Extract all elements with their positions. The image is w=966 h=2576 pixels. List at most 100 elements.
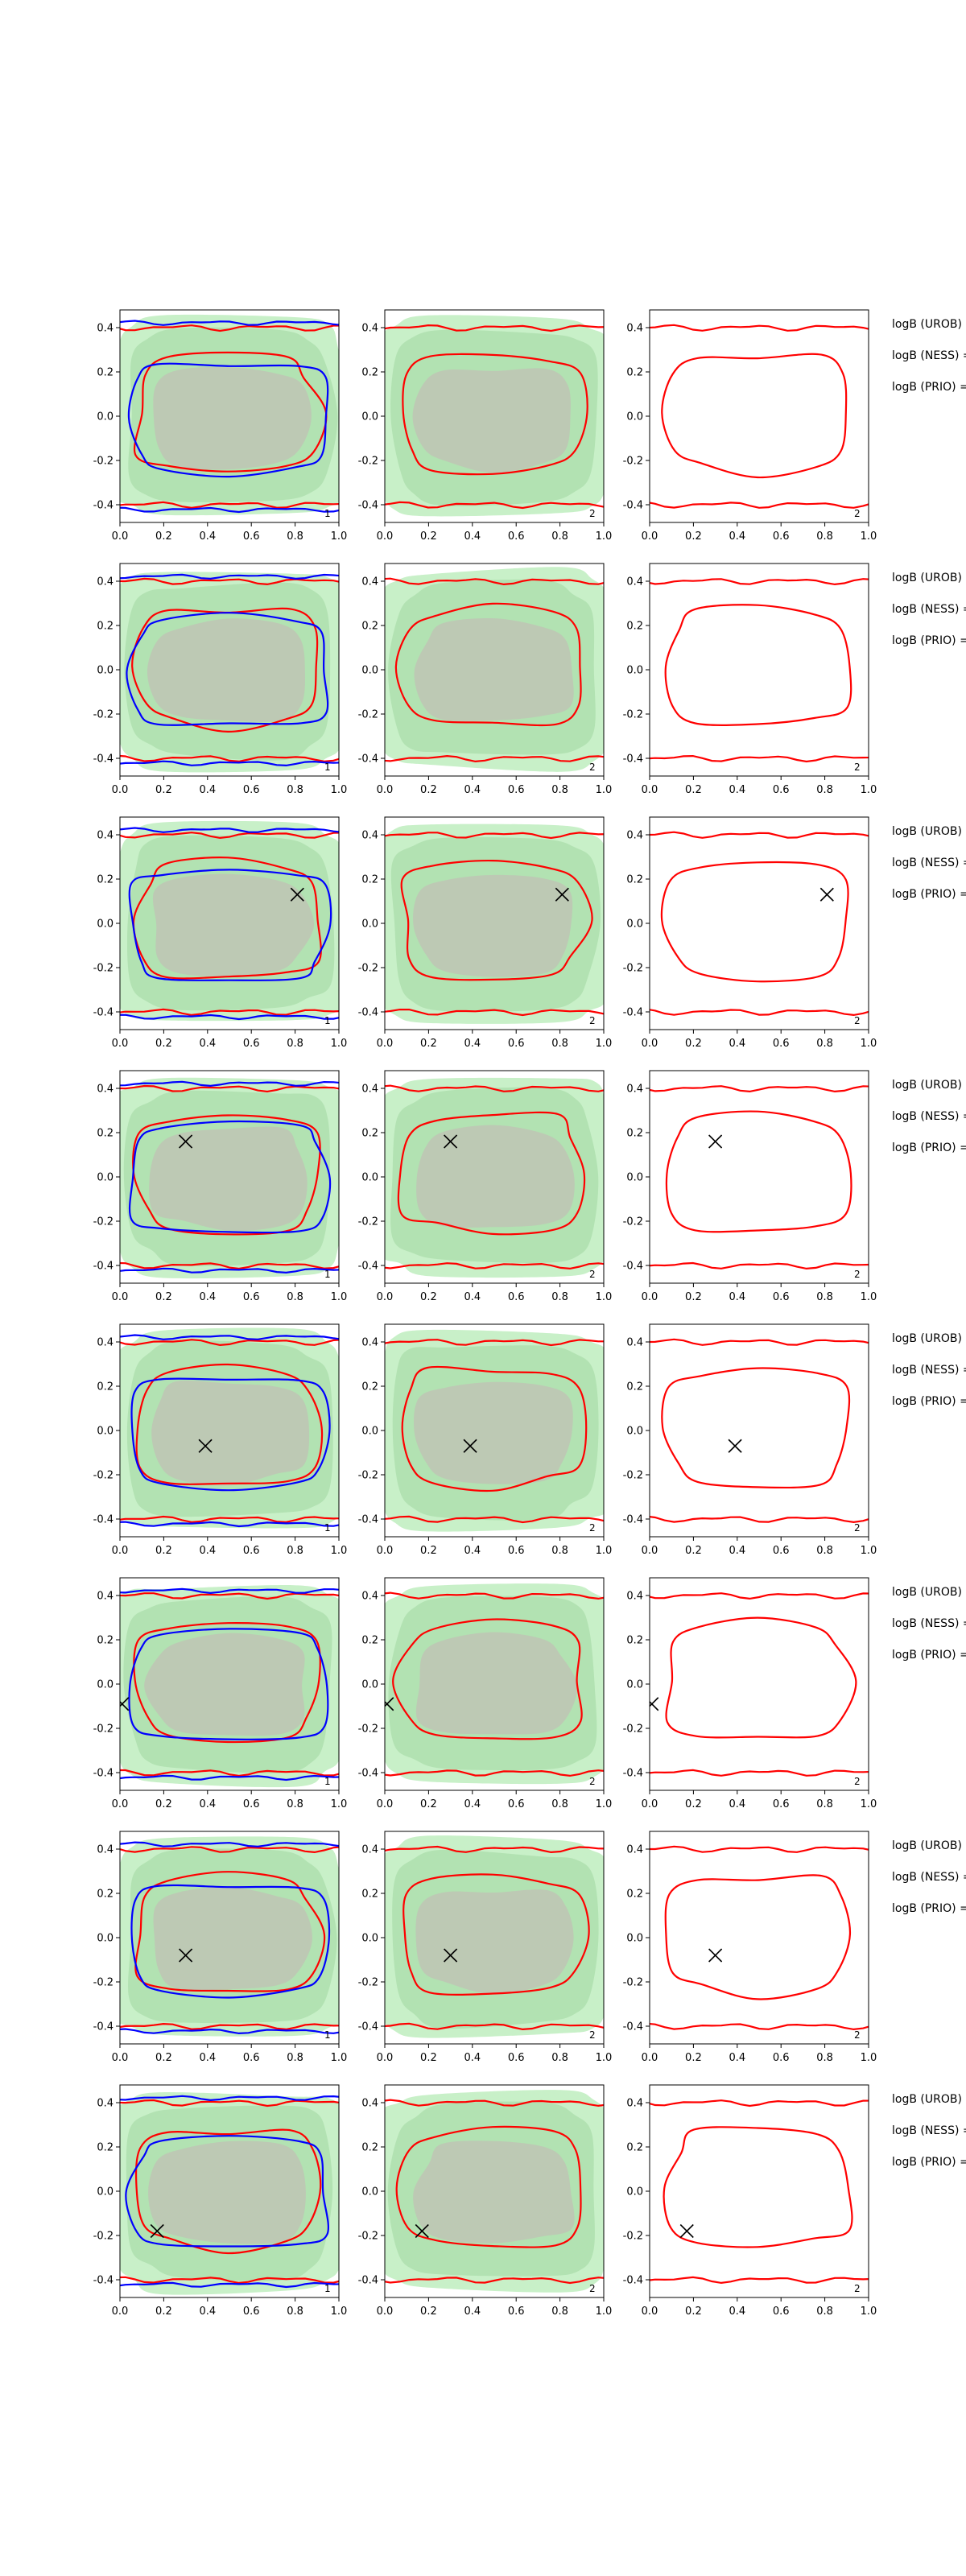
y-tick-label: 0.4 (97, 576, 114, 588)
contour-blue-upper (120, 1587, 339, 1595)
x-tick-label: 0.6 (508, 1038, 525, 1050)
y-tick-label: 0.4 (626, 1591, 643, 1603)
x-tick-label: 0.8 (287, 784, 303, 796)
panel-plot-area (120, 1327, 339, 1529)
y-tick-label: 0.2 (361, 367, 378, 379)
x-tick-label: 0.0 (112, 784, 129, 796)
x-tick-label: 0.4 (729, 784, 745, 796)
x-tick-label: 0.6 (243, 2306, 260, 2318)
contour-red-inner (661, 1367, 851, 1489)
label-ness-r3: logB (NESS) = (892, 857, 966, 869)
panel-id: 2 (854, 2029, 861, 2041)
x-tick-label: 0.4 (464, 1291, 481, 1303)
y-tick-label: 0.4 (361, 830, 378, 842)
x-tick-label: 0.2 (420, 2052, 437, 2064)
x-tick-label: 1.0 (596, 1545, 613, 1557)
contour-red-lower (120, 2022, 339, 2031)
contour-blue-inner (130, 1377, 331, 1492)
y-tick-label: -0.2 (358, 1216, 378, 1228)
y-tick-label: 0.2 (626, 874, 643, 886)
x-tick-label: 0.8 (287, 1291, 303, 1303)
y-tick-label: 0.4 (361, 323, 378, 335)
x-tick-label: 1.0 (861, 1798, 877, 1810)
y-tick-label: 0.2 (97, 874, 114, 886)
y-tick-label: -0.2 (93, 709, 114, 721)
y-tick-label: -0.4 (623, 2021, 643, 2033)
contour-red-lower (650, 2276, 869, 2285)
label-prio-r4: logB (PRIO) = (892, 1141, 966, 1154)
true-value-marker (198, 1439, 213, 1453)
panel-plot-area (650, 578, 869, 763)
contour-blue-lower (120, 506, 339, 514)
contour-blue-lower (120, 2281, 339, 2289)
contour-red-upper (120, 2099, 339, 2107)
label-uroB-r3: logB (UROB) = (892, 825, 966, 838)
x-tick-label: 0.2 (155, 1291, 172, 1303)
contour-blue-inner (130, 1884, 331, 1999)
y-tick-label: 0.0 (361, 665, 378, 677)
label-prio-r6: logB (PRIO) = (892, 1649, 966, 1662)
x-tick-label: 0.0 (642, 1798, 658, 1810)
y-tick-label: -0.2 (93, 1216, 114, 1228)
true-value-marker (444, 1948, 458, 1963)
panel-r6-c2: 0.0 0.2 0.4 0.6 0.8 1.0 0.4 0.2 0.0 -0.2 -0.4 2 (358, 1577, 613, 1810)
panel-plot-area (120, 820, 339, 1022)
contour-red-inner (134, 2128, 322, 2255)
panel-plot-area (385, 1583, 604, 1785)
contour-red-inner (663, 2126, 853, 2248)
density-fill-core (413, 874, 573, 977)
label-prio-r3: logB (PRIO) = (892, 888, 966, 901)
true-value-marker (290, 887, 304, 902)
x-tick-label: 0.4 (464, 530, 481, 543)
contour-red-inner (401, 1365, 588, 1492)
x-tick-label: 0.0 (642, 1038, 658, 1050)
y-tick-label: 0.2 (626, 1889, 643, 1901)
contour-red-inner (134, 1871, 326, 1992)
x-tick-label: 0.6 (508, 1545, 525, 1557)
y-tick-label: 0.2 (361, 621, 378, 633)
y-tick-label: -0.2 (358, 1724, 378, 1736)
x-tick-label: 0.8 (816, 530, 833, 543)
y-tick-label: -0.2 (623, 1216, 643, 1228)
y-tick-label: -0.4 (93, 753, 114, 766)
x-tick-label: 0.4 (464, 1038, 481, 1050)
density-fill-core (147, 618, 305, 722)
x-tick-label: 0.8 (287, 1798, 303, 1810)
x-tick-label: 0.0 (642, 530, 658, 543)
contour-red-inner (131, 607, 319, 733)
x-tick-label: 0.6 (243, 784, 260, 796)
label-uroB-r2: logB (UROB) = (892, 572, 966, 584)
y-tick-label: 0.2 (361, 2142, 378, 2154)
contour-blue-inner (128, 869, 332, 981)
contour-blue-upper (120, 827, 339, 833)
contour-red-upper (385, 324, 604, 332)
x-tick-label: 0.0 (377, 1291, 394, 1303)
y-tick-label: -0.4 (623, 1007, 643, 1019)
panel-r4-c3: 0.0 0.2 0.4 0.6 0.8 1.0 0.4 0.2 0.0 -0.2 -0.4 2 (623, 1070, 877, 1303)
y-tick-label: -0.2 (93, 2231, 114, 2243)
panel-plot-area (650, 1338, 869, 1524)
x-tick-label: 1.0 (596, 1798, 613, 1810)
y-tick-label: 0.4 (361, 1337, 378, 1349)
contour-red-upper (650, 578, 869, 586)
panel-plot-area (650, 324, 869, 509)
panel-r1-c1: 0.0 0.2 0.4 0.6 0.8 1.0 0.4 0.2 0.0 -0.2 -0.4 1 (93, 309, 347, 543)
y-tick-label: -0.4 (93, 1007, 114, 1019)
y-tick-label: 0.0 (361, 1172, 378, 1184)
contour-red-lower (120, 501, 339, 510)
y-tick-label: -0.4 (623, 753, 643, 766)
x-tick-label: 1.0 (861, 530, 877, 543)
y-tick-label: -0.2 (93, 1724, 114, 1736)
true-value-marker (728, 1439, 742, 1453)
x-tick-label: 0.8 (551, 1038, 568, 1050)
x-tick-label: 0.6 (773, 530, 790, 543)
density-fill-core (149, 1126, 308, 1232)
y-tick-label: 0.0 (97, 919, 114, 931)
contour-red-upper (650, 1338, 869, 1346)
contour-blue-lower (120, 1774, 339, 1781)
true-value-marker (650, 1697, 659, 1711)
panel-plot-area (650, 1592, 869, 1777)
y-tick-label: 0.0 (97, 1679, 114, 1691)
y-tick-label: 0.0 (97, 2186, 114, 2198)
x-tick-label: 1.0 (596, 1291, 613, 1303)
